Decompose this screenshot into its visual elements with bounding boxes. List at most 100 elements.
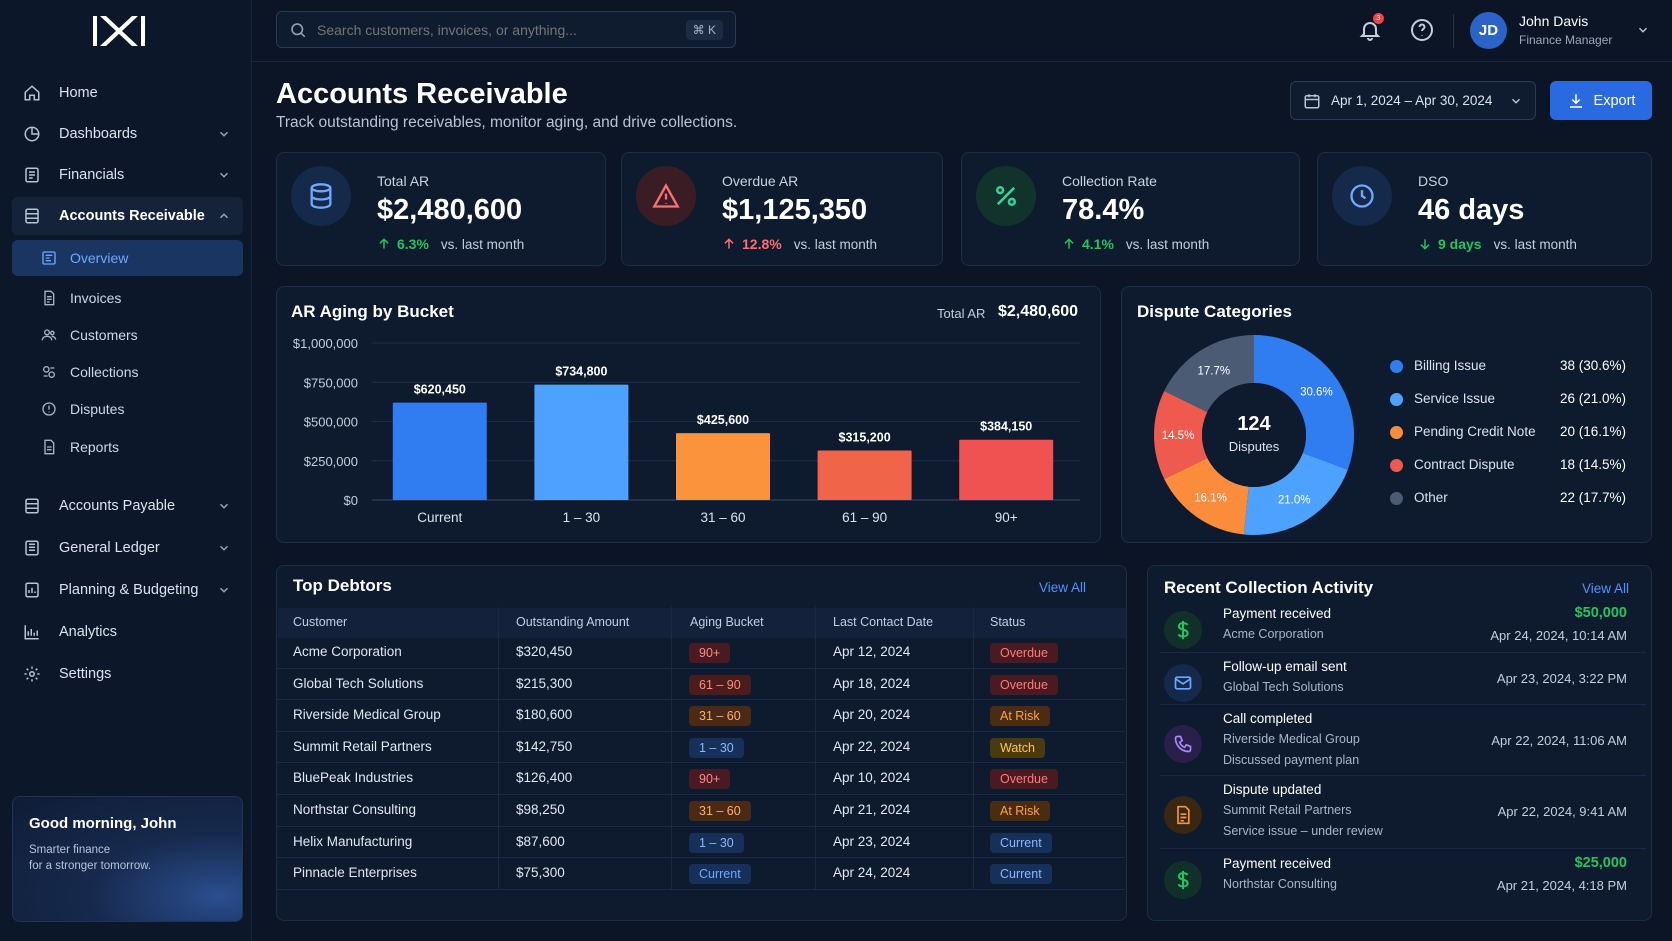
kpi-compare: vs. last month: [440, 236, 525, 252]
sub-reports[interactable]: Reports: [12, 429, 243, 465]
nav-analytics[interactable]: Analytics: [12, 613, 243, 651]
kpi-trend: 12.8% vs. last month: [722, 236, 877, 252]
chevron-up-icon: [219, 213, 229, 219]
bar[interactable]: [534, 384, 629, 500]
database-icon: [291, 166, 351, 226]
donut-slice[interactable]: [1164, 335, 1254, 413]
avatar[interactable]: JD: [1470, 12, 1507, 49]
activity-amount: $50,000: [1574, 605, 1627, 621]
kpi-value: 78.4%: [1062, 194, 1145, 226]
nav-dashboards[interactable]: Dashboards: [12, 115, 243, 153]
bar[interactable]: [676, 433, 770, 500]
col-last-contact[interactable]: Last Contact Date: [833, 615, 934, 629]
nav-general-ledger[interactable]: General Ledger: [12, 529, 243, 567]
sub-disputes[interactable]: Disputes: [12, 391, 243, 427]
table-row[interactable]: Global Tech Solutions $215,300 61 – 90 Apr …: [277, 669, 1125, 701]
nav-accounts-receivable[interactable]: Accounts Receivable: [12, 197, 243, 235]
sub-invoices[interactable]: Invoices: [12, 280, 243, 316]
dispute-categories-title: Dispute Categories: [1137, 302, 1292, 321]
table-row[interactable]: Pinnacle Enterprises $75,300 Current Apr 24…: [277, 858, 1125, 890]
activity-subtitle: Summit Retail Partners: [1223, 803, 1352, 817]
col-status[interactable]: Status: [990, 615, 1026, 629]
aging-bucket-badge: 1 – 30: [689, 832, 744, 853]
slice-percent-label: 30.6%: [1300, 387, 1333, 399]
col-aging-bucket[interactable]: Aging Bucket: [690, 615, 764, 629]
nav-financials[interactable]: Financials: [12, 156, 243, 194]
nav-home[interactable]: Home: [12, 74, 243, 112]
nav-settings[interactable]: Settings: [12, 655, 243, 693]
sub-customers[interactable]: Customers: [12, 317, 243, 353]
kpi-value: 46 days: [1418, 194, 1525, 226]
legend-item[interactable]: Service Issue 26 (21.0%): [1390, 390, 1626, 410]
activity-time: Apr 22, 2024, 9:41 AM: [1497, 804, 1627, 819]
help-icon[interactable]: [1410, 18, 1434, 42]
kpi-compare: vs. last month: [1493, 236, 1577, 252]
customer-name: Summit Retail Partners: [293, 738, 432, 754]
activity-note: Discussed payment plan: [1223, 753, 1360, 767]
status-badge: Current: [990, 832, 1052, 853]
bar[interactable]: [817, 450, 912, 500]
legend-item[interactable]: Contract Dispute 18 (14.5%): [1390, 456, 1626, 476]
kpi-delta: 6.3%: [397, 236, 429, 252]
nav-planning-budgeting[interactable]: Planning & Budgeting: [12, 571, 243, 609]
activity-subtitle: Acme Corporation: [1223, 627, 1324, 641]
table-row[interactable]: BluePeak Industries $126,400 90+ Apr 10, 20…: [277, 763, 1125, 795]
donut-slice[interactable]: [1254, 335, 1354, 470]
legend-item[interactable]: Billing Issue 38 (30.6%): [1390, 357, 1626, 377]
nav-label: Accounts Receivable: [59, 208, 205, 224]
col-customer[interactable]: Customer: [293, 615, 348, 629]
last-contact-date: Apr 12, 2024: [833, 644, 911, 659]
kpi-delta: 9 days: [1438, 236, 1482, 252]
col-divider: [498, 607, 499, 889]
kpi-label: DSO: [1418, 173, 1449, 189]
activity-divider: [1160, 775, 1646, 776]
status-badge: At Risk: [990, 801, 1050, 821]
legend-item[interactable]: Pending Credit Note 20 (16.1%): [1390, 423, 1626, 443]
table-row[interactable]: Riverside Medical Group $180,600 31 – 60 Ap…: [277, 700, 1125, 732]
percent-icon: [976, 166, 1036, 226]
calendar-icon: [1304, 93, 1320, 108]
nav-accounts-payable[interactable]: Accounts Payable: [12, 487, 243, 525]
nav-label: Analytics: [59, 624, 118, 640]
activity-title: Payment received: [1223, 606, 1332, 621]
reports-icon: [40, 438, 58, 456]
donut-slice[interactable]: [1164, 457, 1249, 535]
bar[interactable]: [959, 439, 1054, 500]
search-input[interactable]: [317, 21, 686, 38]
bell-icon[interactable]: [1358, 18, 1382, 42]
legend-item[interactable]: Other 22 (17.7%): [1390, 489, 1626, 509]
sub-overview[interactable]: Overview: [12, 240, 243, 276]
bar-value-label: $425,600: [697, 413, 749, 427]
customer-name: Acme Corporation: [293, 644, 402, 659]
activity-note: Service issue – under review: [1223, 824, 1383, 838]
export-button[interactable]: Export: [1550, 81, 1652, 120]
col-amount[interactable]: Outstanding Amount: [516, 615, 630, 629]
x-tick-label: Current: [417, 510, 462, 525]
arrow-up-icon: [379, 238, 389, 249]
table-row[interactable]: Helix Manufacturing $87,600 1 – 30 Apr 23, …: [277, 827, 1125, 859]
date-range-picker[interactable]: Apr 1, 2024 – Apr 30, 2024: [1290, 81, 1536, 120]
x-tick-label: 61 – 90: [842, 510, 887, 525]
table-header: [278, 608, 1126, 638]
debtors-view-all-link[interactable]: View All: [1039, 580, 1087, 595]
table-row[interactable]: Northstar Consulting $98,250 31 – 60 Apr 21…: [277, 795, 1125, 827]
topbar: [252, 0, 1672, 62]
ar-aging-total-label: Total AR: [937, 306, 986, 321]
table-row[interactable]: Acme Corporation $320,450 90+ Apr 12, 2024 O…: [277, 637, 1125, 669]
financials-icon: [22, 165, 42, 185]
chevron-down-icon[interactable]: [1636, 23, 1650, 37]
table-row[interactable]: Summit Retail Partners $142,750 1 – 30 Apr …: [277, 732, 1125, 764]
activity-view-all-link[interactable]: View All: [1582, 581, 1630, 596]
bar-value-label: $384,150: [980, 420, 1032, 434]
donut-slice[interactable]: [1154, 390, 1208, 480]
ar-aging-total-value: $2,480,600: [998, 303, 1079, 320]
sub-collections[interactable]: Collections: [12, 354, 243, 390]
search-box[interactable]: ⌘ K: [276, 11, 736, 48]
download-icon: [1569, 93, 1582, 108]
donut-slice[interactable]: [1243, 453, 1348, 535]
x-tick-label: 90+: [995, 510, 1018, 525]
legend-dot: [1390, 459, 1403, 472]
aging-bucket-badge: 90+: [689, 769, 731, 790]
bar[interactable]: [392, 402, 487, 500]
aging-bucket-badge: Current: [689, 864, 751, 885]
